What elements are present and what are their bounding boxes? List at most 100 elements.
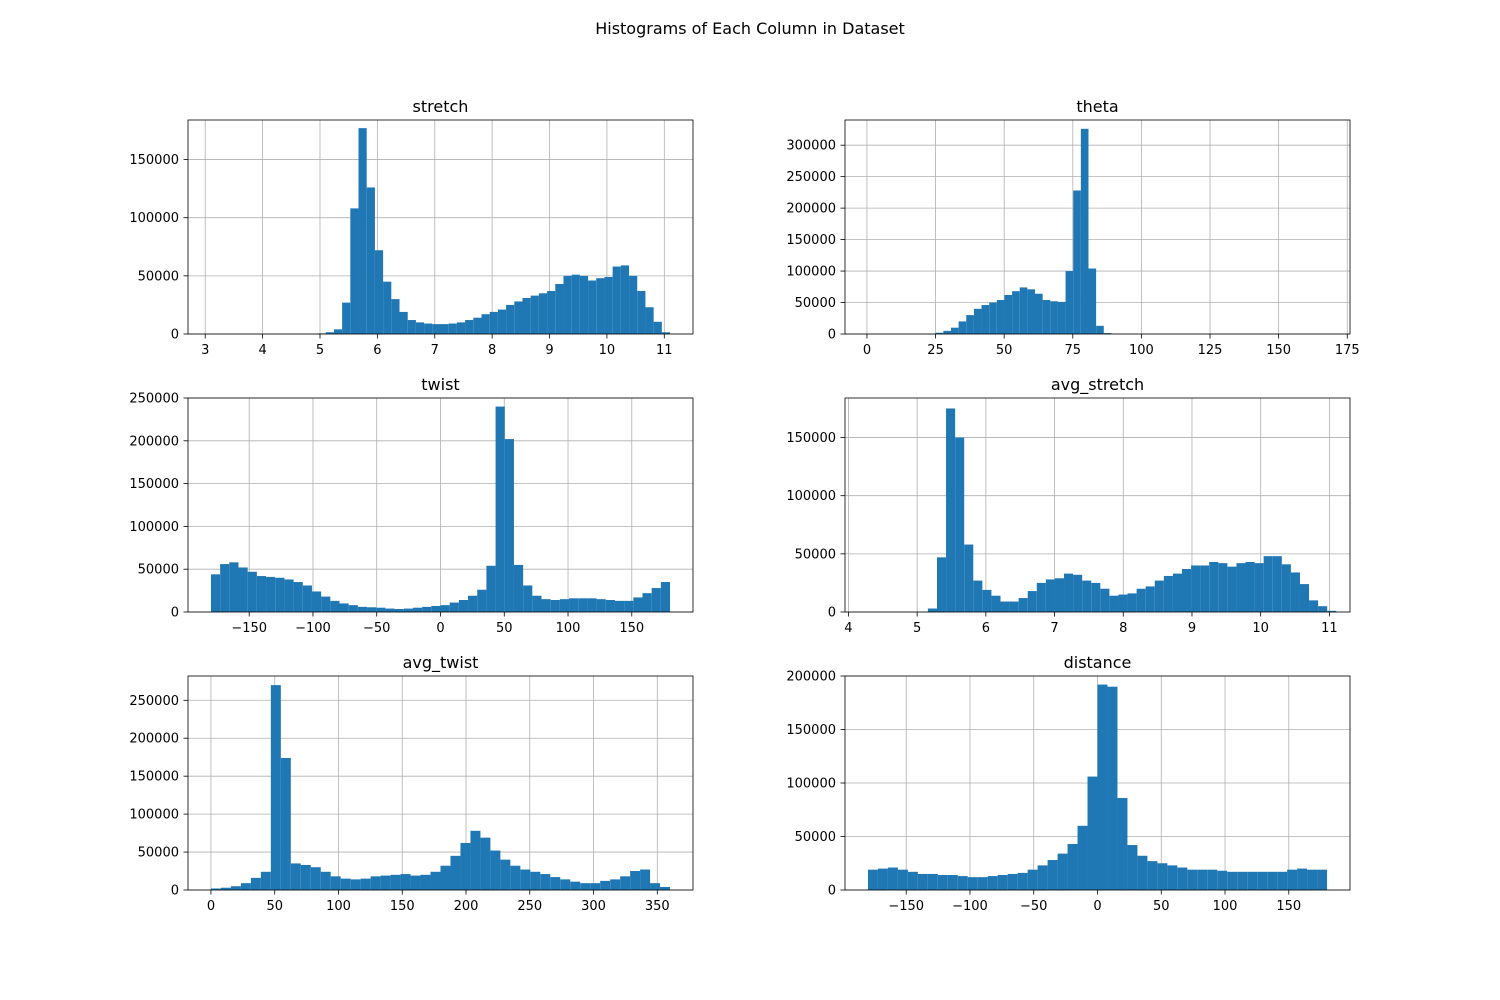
histogram-bar <box>550 600 560 612</box>
subplot-title: distance <box>1064 653 1132 672</box>
histogram-bar <box>1317 869 1328 890</box>
y-tick-label: 100000 <box>786 489 836 504</box>
histogram-bar <box>412 607 423 612</box>
histogram-bar <box>510 865 521 890</box>
x-tick-label: 100 <box>1213 899 1238 914</box>
histogram-bar <box>357 606 368 612</box>
histogram-bar <box>605 600 615 612</box>
y-tick-label: 0 <box>171 328 179 343</box>
histogram-bar <box>1263 556 1273 612</box>
histogram-bar <box>642 593 652 612</box>
histogram-bar <box>579 275 589 334</box>
histogram-bar <box>660 886 671 890</box>
x-tick-label: 11 <box>1321 621 1338 636</box>
histogram-bar <box>1281 564 1291 612</box>
histogram-bar <box>955 437 965 612</box>
histogram-bar <box>247 571 257 612</box>
histogram-bar <box>1200 565 1210 612</box>
histogram-bar <box>897 869 908 890</box>
subplot-title: twist <box>421 375 459 394</box>
histogram-bar <box>376 607 386 612</box>
histogram-bar <box>1181 568 1192 612</box>
y-tick-label: 200000 <box>129 732 179 747</box>
x-tick-label: 10 <box>1252 621 1269 636</box>
histogram-bar <box>1217 870 1228 890</box>
y-tick-label: 100000 <box>129 808 179 823</box>
histogram-bar <box>360 878 371 890</box>
histogram-bar <box>640 869 651 890</box>
y-tick-label: 250000 <box>129 392 179 407</box>
histogram-bar <box>1209 561 1219 612</box>
histogram-bar <box>958 321 967 334</box>
histogram-bar <box>937 875 948 890</box>
histogram-bar <box>410 875 421 890</box>
histogram-bar <box>867 869 878 890</box>
histogram-bar <box>473 317 482 334</box>
x-tick-label: 7 <box>1050 621 1058 636</box>
histogram-bar <box>229 562 239 612</box>
histogram-bar <box>1007 873 1018 890</box>
histogram-bar <box>1318 606 1328 612</box>
x-tick-label: 50 <box>1153 899 1170 914</box>
histogram-bar <box>555 283 564 334</box>
y-tick-label: 200000 <box>129 434 179 449</box>
histogram-bar <box>538 293 548 334</box>
histogram-bar <box>997 875 1008 890</box>
x-tick-label: −100 <box>295 621 331 636</box>
histogram-bar <box>541 599 551 612</box>
y-tick-label: 50000 <box>138 563 179 578</box>
histogram-bar <box>570 881 581 890</box>
histogram-bar <box>907 871 918 890</box>
histogram-bar <box>1096 325 1104 334</box>
histogram-bar <box>284 579 294 612</box>
histogram-bar <box>957 876 968 890</box>
y-tick-label: 0 <box>828 884 836 899</box>
x-tick-label: 0 <box>1093 899 1101 914</box>
histogram-bar <box>1017 872 1028 890</box>
histogram-bar <box>973 580 983 612</box>
histogram-bar <box>260 871 271 890</box>
histogram-bar <box>1018 598 1028 612</box>
histogram-bar <box>1097 684 1108 890</box>
x-tick-label: 7 <box>431 343 439 358</box>
histogram-bar <box>571 274 580 334</box>
x-tick-label: 150 <box>390 899 415 914</box>
histogram-bar <box>596 278 605 334</box>
histogram-bar <box>489 311 498 334</box>
y-tick-label: 50000 <box>795 296 836 311</box>
histogram-avg-twist: 0 50 100 150 200 250 300 350 0 50000 100000 150000 2… <box>129 653 694 914</box>
x-tick-label: 3 <box>201 343 209 358</box>
histogram-bar <box>293 582 303 612</box>
histogram-bar <box>580 883 591 890</box>
histogram-bar <box>1065 271 1074 334</box>
histogram-bar <box>569 598 579 612</box>
histogram-bar <box>506 304 515 334</box>
histogram-bar <box>432 324 441 334</box>
histogram-bar <box>1257 871 1268 890</box>
histogram-bar <box>540 874 551 890</box>
y-tick-label: 100000 <box>129 520 179 535</box>
y-tick-label: 150000 <box>129 477 179 492</box>
histogram-bar <box>1127 845 1138 890</box>
histogram-bar <box>1057 853 1068 890</box>
histogram-bar <box>1064 573 1074 612</box>
histogram-bar <box>399 311 408 334</box>
x-tick-label: 5 <box>913 621 921 636</box>
histogram-twist: −150 −100 −50 0 50 100 150 0 50000 100000 150000 20… <box>129 375 694 636</box>
x-tick-label: −100 <box>952 899 988 914</box>
y-tick-label: 250000 <box>786 170 836 185</box>
histogram-bar <box>1197 869 1208 890</box>
histogram-bar <box>578 598 588 612</box>
x-tick-label: 0 <box>863 343 871 358</box>
histogram-bar <box>311 591 322 612</box>
axes-frame <box>844 119 1351 335</box>
histogram-bar <box>250 877 261 890</box>
histogram-bar <box>563 275 572 334</box>
histogram-bar <box>300 864 311 890</box>
histogram-bar <box>917 873 928 890</box>
histogram-bar <box>590 883 601 890</box>
histogram-bar <box>936 557 947 612</box>
histogram-bar <box>1277 871 1288 890</box>
x-tick-label: 150 <box>619 621 644 636</box>
histogram-bar <box>877 868 888 890</box>
